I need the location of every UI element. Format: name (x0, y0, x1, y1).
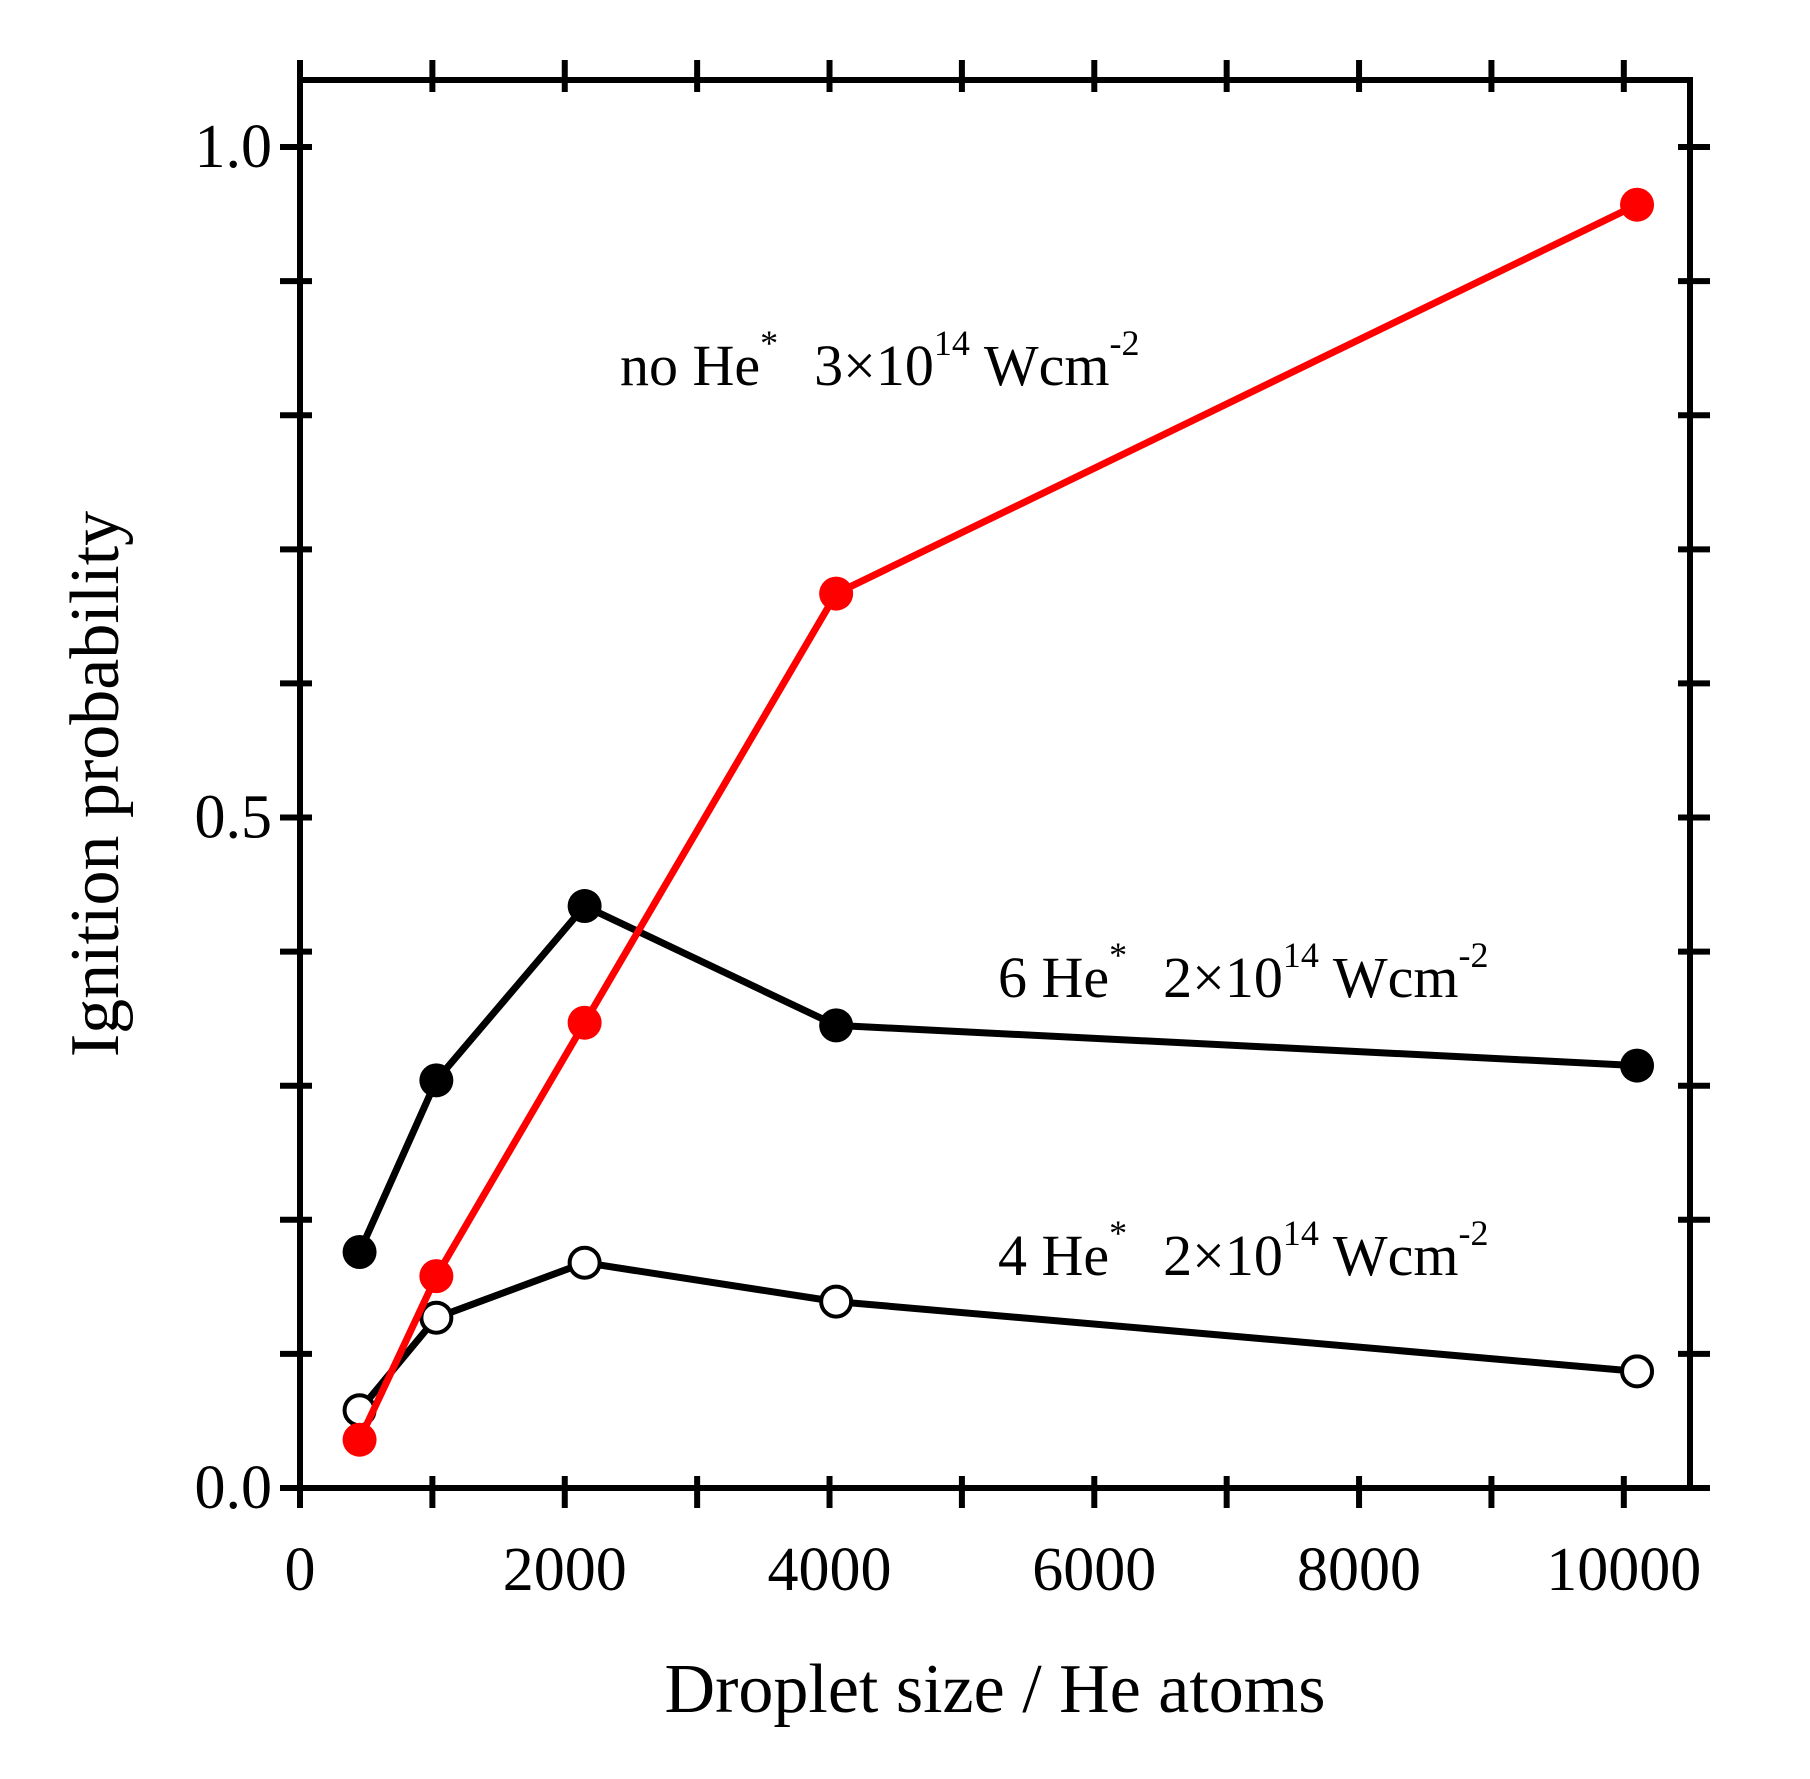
x-tick-label: 4000 (768, 1536, 892, 1604)
series-layer (342, 187, 1655, 1457)
data-point (419, 1300, 454, 1335)
data-point (567, 889, 602, 924)
data-point (342, 1422, 377, 1457)
data-point (1620, 187, 1655, 222)
annotation-4-he: 4 He* 2×1014 Wcm-2 (998, 1213, 1488, 1288)
series-1 (342, 889, 1655, 1269)
data-point (567, 1245, 602, 1280)
annotation-6-he-mid: 2×10 (1163, 945, 1283, 1010)
data-point (567, 1005, 602, 1040)
data-point (342, 1234, 377, 1269)
annotation-6-he-unit: Wcm (1333, 945, 1459, 1010)
y-tick-label: 0.5 (195, 784, 273, 852)
series-0 (342, 187, 1655, 1457)
annotation-4-he-star: * (1109, 1213, 1127, 1253)
annotation-no-he-mid: 3×10 (814, 333, 934, 398)
annotation-6-he-star: * (1109, 935, 1127, 975)
annotation-no-he-unit-exp: -2 (1109, 323, 1139, 363)
data-point (1620, 1354, 1655, 1389)
data-point (819, 1008, 854, 1043)
annotation-no-he-unit: Wcm (984, 333, 1110, 398)
annotation-4-he-unit-exp: -2 (1458, 1213, 1488, 1253)
y-tick-label: 1.0 (195, 113, 273, 181)
data-point (819, 1284, 854, 1319)
x-tick-label: 6000 (1032, 1536, 1156, 1604)
annotation-6-he: 6 He* 2×1014 Wcm-2 (998, 935, 1488, 1010)
x-tick-label: 8000 (1297, 1536, 1421, 1604)
annotation-no-he-exp: 14 (934, 323, 970, 363)
data-point (1620, 1048, 1655, 1083)
series-2 (342, 1245, 1655, 1428)
plot-frame (297, 77, 1693, 1491)
annotation-6-he-unit-exp: -2 (1458, 935, 1488, 975)
annotation-4-he-mid: 2×10 (1163, 1223, 1283, 1288)
annotation-6-he-exp: 14 (1283, 935, 1319, 975)
annotation-6-he-main: 6 He (998, 945, 1109, 1010)
tick-labels: 0 2000 4000 6000 8000 10000 0.0 0.5 1.0 (195, 113, 1702, 1604)
data-point (819, 576, 854, 611)
annotation-4-he-main: 4 He (998, 1223, 1109, 1288)
annotation-no-he-star: * (760, 323, 778, 363)
x-axis-label: Droplet size / He atoms (665, 1651, 1326, 1728)
annotation-no-he-main: no He (620, 333, 760, 398)
annotation-no-he: no He* 3×1014 Wcm-2 (620, 323, 1139, 398)
data-point (419, 1063, 454, 1098)
annotation-4-he-unit: Wcm (1333, 1223, 1459, 1288)
x-tick-label: 10000 (1546, 1536, 1701, 1604)
y-tick-label: 0.0 (195, 1454, 273, 1522)
x-tick-label: 0 (285, 1536, 316, 1604)
annotation-4-he-exp: 14 (1283, 1213, 1319, 1253)
data-point (419, 1259, 454, 1294)
y-axis-label: Ignition probability (57, 511, 134, 1057)
x-tick-label: 2000 (503, 1536, 627, 1604)
